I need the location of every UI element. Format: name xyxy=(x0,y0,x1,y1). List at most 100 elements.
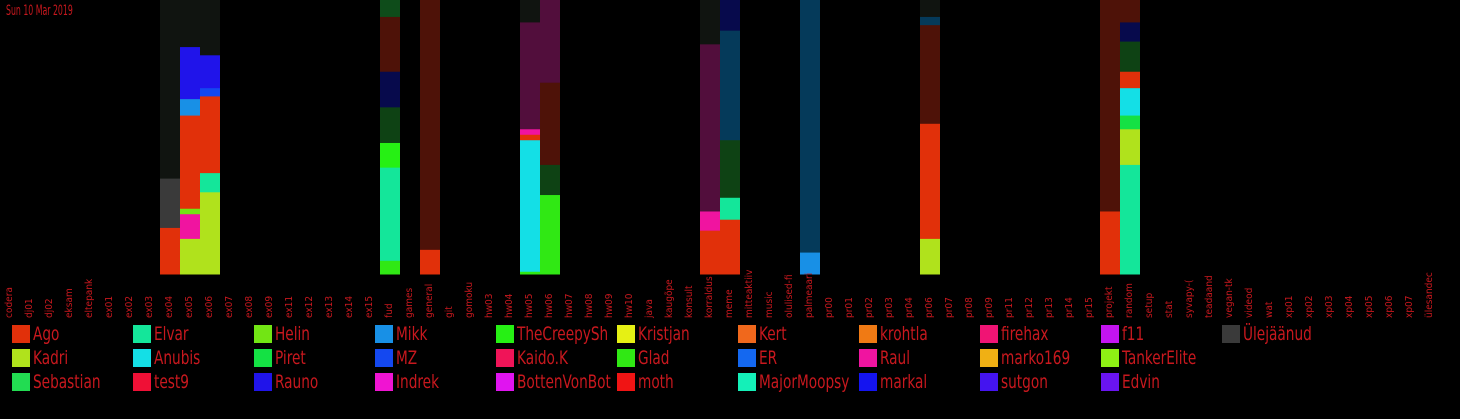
legend-swatch xyxy=(1101,373,1119,391)
x-tick-label: pr11 xyxy=(1004,297,1015,318)
x-tick-label: korraldus xyxy=(704,276,715,318)
legend-label: Ago xyxy=(33,323,60,345)
legend-label: moth xyxy=(638,371,674,393)
x-tick-label: hw10 xyxy=(624,293,635,318)
legend-swatch xyxy=(738,373,756,391)
bar-segment-pr06-3 xyxy=(920,16,940,26)
bar-segment-ex06-4 xyxy=(200,54,220,89)
x-tick-label: ex03 xyxy=(144,296,155,318)
legend-swatch xyxy=(738,325,756,343)
bar-segment-random-6 xyxy=(1120,21,1140,42)
x-tick-label: palmeaari xyxy=(804,273,815,318)
legend-swatch xyxy=(12,349,30,367)
legend-swatch xyxy=(980,349,998,367)
x-tick-label: pr15 xyxy=(1084,297,1095,318)
legend-item: Kristjan xyxy=(617,322,703,346)
legend-item: markal xyxy=(859,370,939,394)
x-tick-label: ex14 xyxy=(344,296,355,318)
x-tick-label: pr06 xyxy=(924,297,935,318)
legend-item: Raul xyxy=(859,346,918,370)
legend-item: BottenVonBot xyxy=(496,370,634,394)
legend: Ago Kadri Sebastian Elvar Anubis test9 Helin Pi… xyxy=(12,322,1452,419)
bar-segment-ex04-0 xyxy=(160,227,180,275)
legend-label: BottenVonBot xyxy=(517,371,611,393)
bar-segment-hw05-4 xyxy=(520,21,540,130)
x-tick-label: git xyxy=(444,306,455,318)
legend-swatch xyxy=(254,325,272,343)
bar-segment-korraldus-0 xyxy=(700,230,720,275)
bar-segment-random-1 xyxy=(1120,128,1140,165)
legend-item: firehax xyxy=(980,322,1060,346)
bar-segment-ex06-3 xyxy=(200,87,220,97)
bar-segment-random-0 xyxy=(1120,164,1140,275)
legend-label: krohtla xyxy=(880,323,928,345)
x-tick-label: xp02 xyxy=(1304,296,1315,318)
legend-swatch xyxy=(1101,325,1119,343)
legend-label: sutgon xyxy=(1001,371,1048,393)
x-tick-label: eksam xyxy=(64,288,75,318)
legend-label: Kaido.K xyxy=(517,347,568,369)
bar-segment-pr06-2 xyxy=(920,24,940,124)
legend-item: Edvin xyxy=(1101,370,1169,394)
legend-label: firehax xyxy=(1001,323,1049,345)
legend-item: Indrek xyxy=(375,370,450,394)
x-tick-label: ex05 xyxy=(184,296,195,318)
legend-label: ER xyxy=(759,347,778,369)
x-tick-label: xp05 xyxy=(1364,296,1375,318)
legend-item: f11 xyxy=(1101,322,1150,346)
legend-swatch xyxy=(738,349,756,367)
legend-swatch xyxy=(133,373,151,391)
bar-segment-palmeaari-1 xyxy=(800,0,820,253)
bar-segment-projekt-1 xyxy=(1100,0,1120,212)
legend-label: f11 xyxy=(1122,323,1145,345)
bar-segment-ex05-4 xyxy=(180,98,200,116)
bar-segment-fud-3 xyxy=(380,106,400,143)
legend-label: TankerElite xyxy=(1122,347,1197,369)
bar-segment-korraldus-1 xyxy=(700,210,720,231)
legend-swatch xyxy=(12,373,30,391)
x-tick-label: java xyxy=(644,299,655,319)
x-tick-label: dj02 xyxy=(44,298,55,318)
legend-swatch xyxy=(133,325,151,343)
legend-label: Mikk xyxy=(396,323,428,345)
legend-item: MajorMoopsy xyxy=(738,370,872,394)
bar-segment-random-7 xyxy=(1120,0,1140,23)
bar-segment-hw06-0 xyxy=(540,194,560,275)
legend-swatch xyxy=(12,325,30,343)
legend-item: marko169 xyxy=(980,346,1087,370)
bar-segment-meme-2 xyxy=(720,139,740,198)
x-tick-label: syvapy-( xyxy=(1184,280,1195,318)
bar-segment-meme-3 xyxy=(720,30,740,141)
bar-segment-ex06-2 xyxy=(200,95,220,174)
x-tick-label: hw04 xyxy=(504,293,515,318)
legend-swatch xyxy=(375,325,393,343)
bar-segment-ex05-1 xyxy=(180,213,200,239)
x-tick-label: games xyxy=(404,287,415,318)
x-tick-label: xp06 xyxy=(1384,295,1395,318)
x-tick-label: general xyxy=(424,284,435,318)
legend-swatch xyxy=(617,349,635,367)
x-tick-label: ex11 xyxy=(284,296,295,318)
bar-segment-pr06-4 xyxy=(920,0,940,17)
legend-label: Glad xyxy=(638,347,670,369)
x-tick-label: kaugõpe xyxy=(664,279,675,318)
bar-segment-meme-1 xyxy=(720,197,740,220)
legend-item: Piret xyxy=(254,346,313,370)
bar-segment-ex04-2 xyxy=(160,0,180,179)
x-tick-label: ex04 xyxy=(164,296,175,318)
legend-label: Edvin xyxy=(1122,371,1160,393)
bar-segment-fud-0 xyxy=(380,260,400,275)
legend-label: Ülejäänud xyxy=(1243,323,1312,345)
x-tick-label: pr00 xyxy=(824,297,835,318)
x-tick-label: xp04 xyxy=(1344,295,1355,318)
x-tick-label: ex09 xyxy=(264,296,275,318)
x-tick-label: hw08 xyxy=(584,293,595,318)
x-tick-label: pr07 xyxy=(944,297,955,318)
x-tick-label: pr03 xyxy=(884,297,895,318)
bar-segment-korraldus-2 xyxy=(700,43,720,212)
x-tick-label: setup xyxy=(1144,293,1155,318)
bar-segment-projekt-0 xyxy=(1100,210,1120,275)
bar-segment-general-1 xyxy=(420,0,440,250)
bar-segment-fud-5 xyxy=(380,16,400,72)
legend-label: TheCreepySh xyxy=(517,323,609,345)
